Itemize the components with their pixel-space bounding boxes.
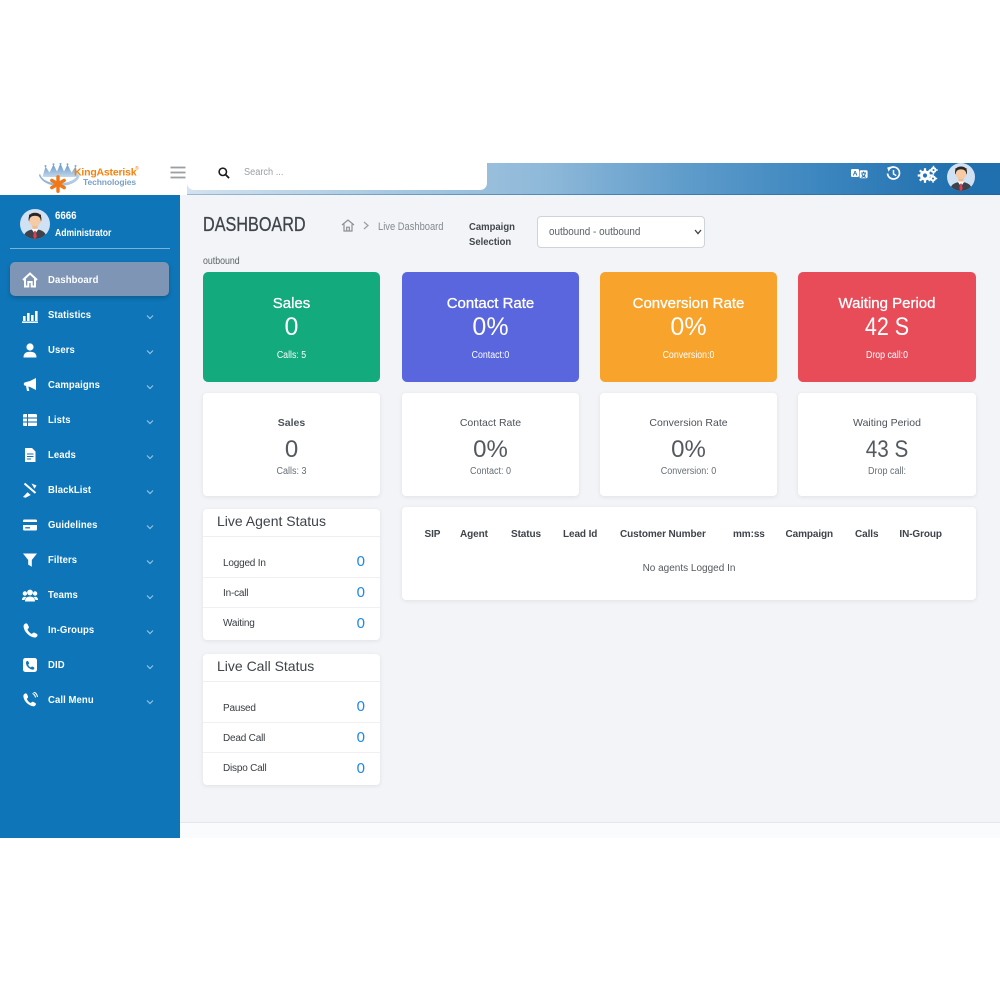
svg-text:Technologies: Technologies [83, 177, 136, 187]
svg-text:KingAsterisk: KingAsterisk [74, 167, 137, 179]
svg-text:®: ® [135, 165, 139, 172]
svg-text:A: A [853, 171, 858, 178]
